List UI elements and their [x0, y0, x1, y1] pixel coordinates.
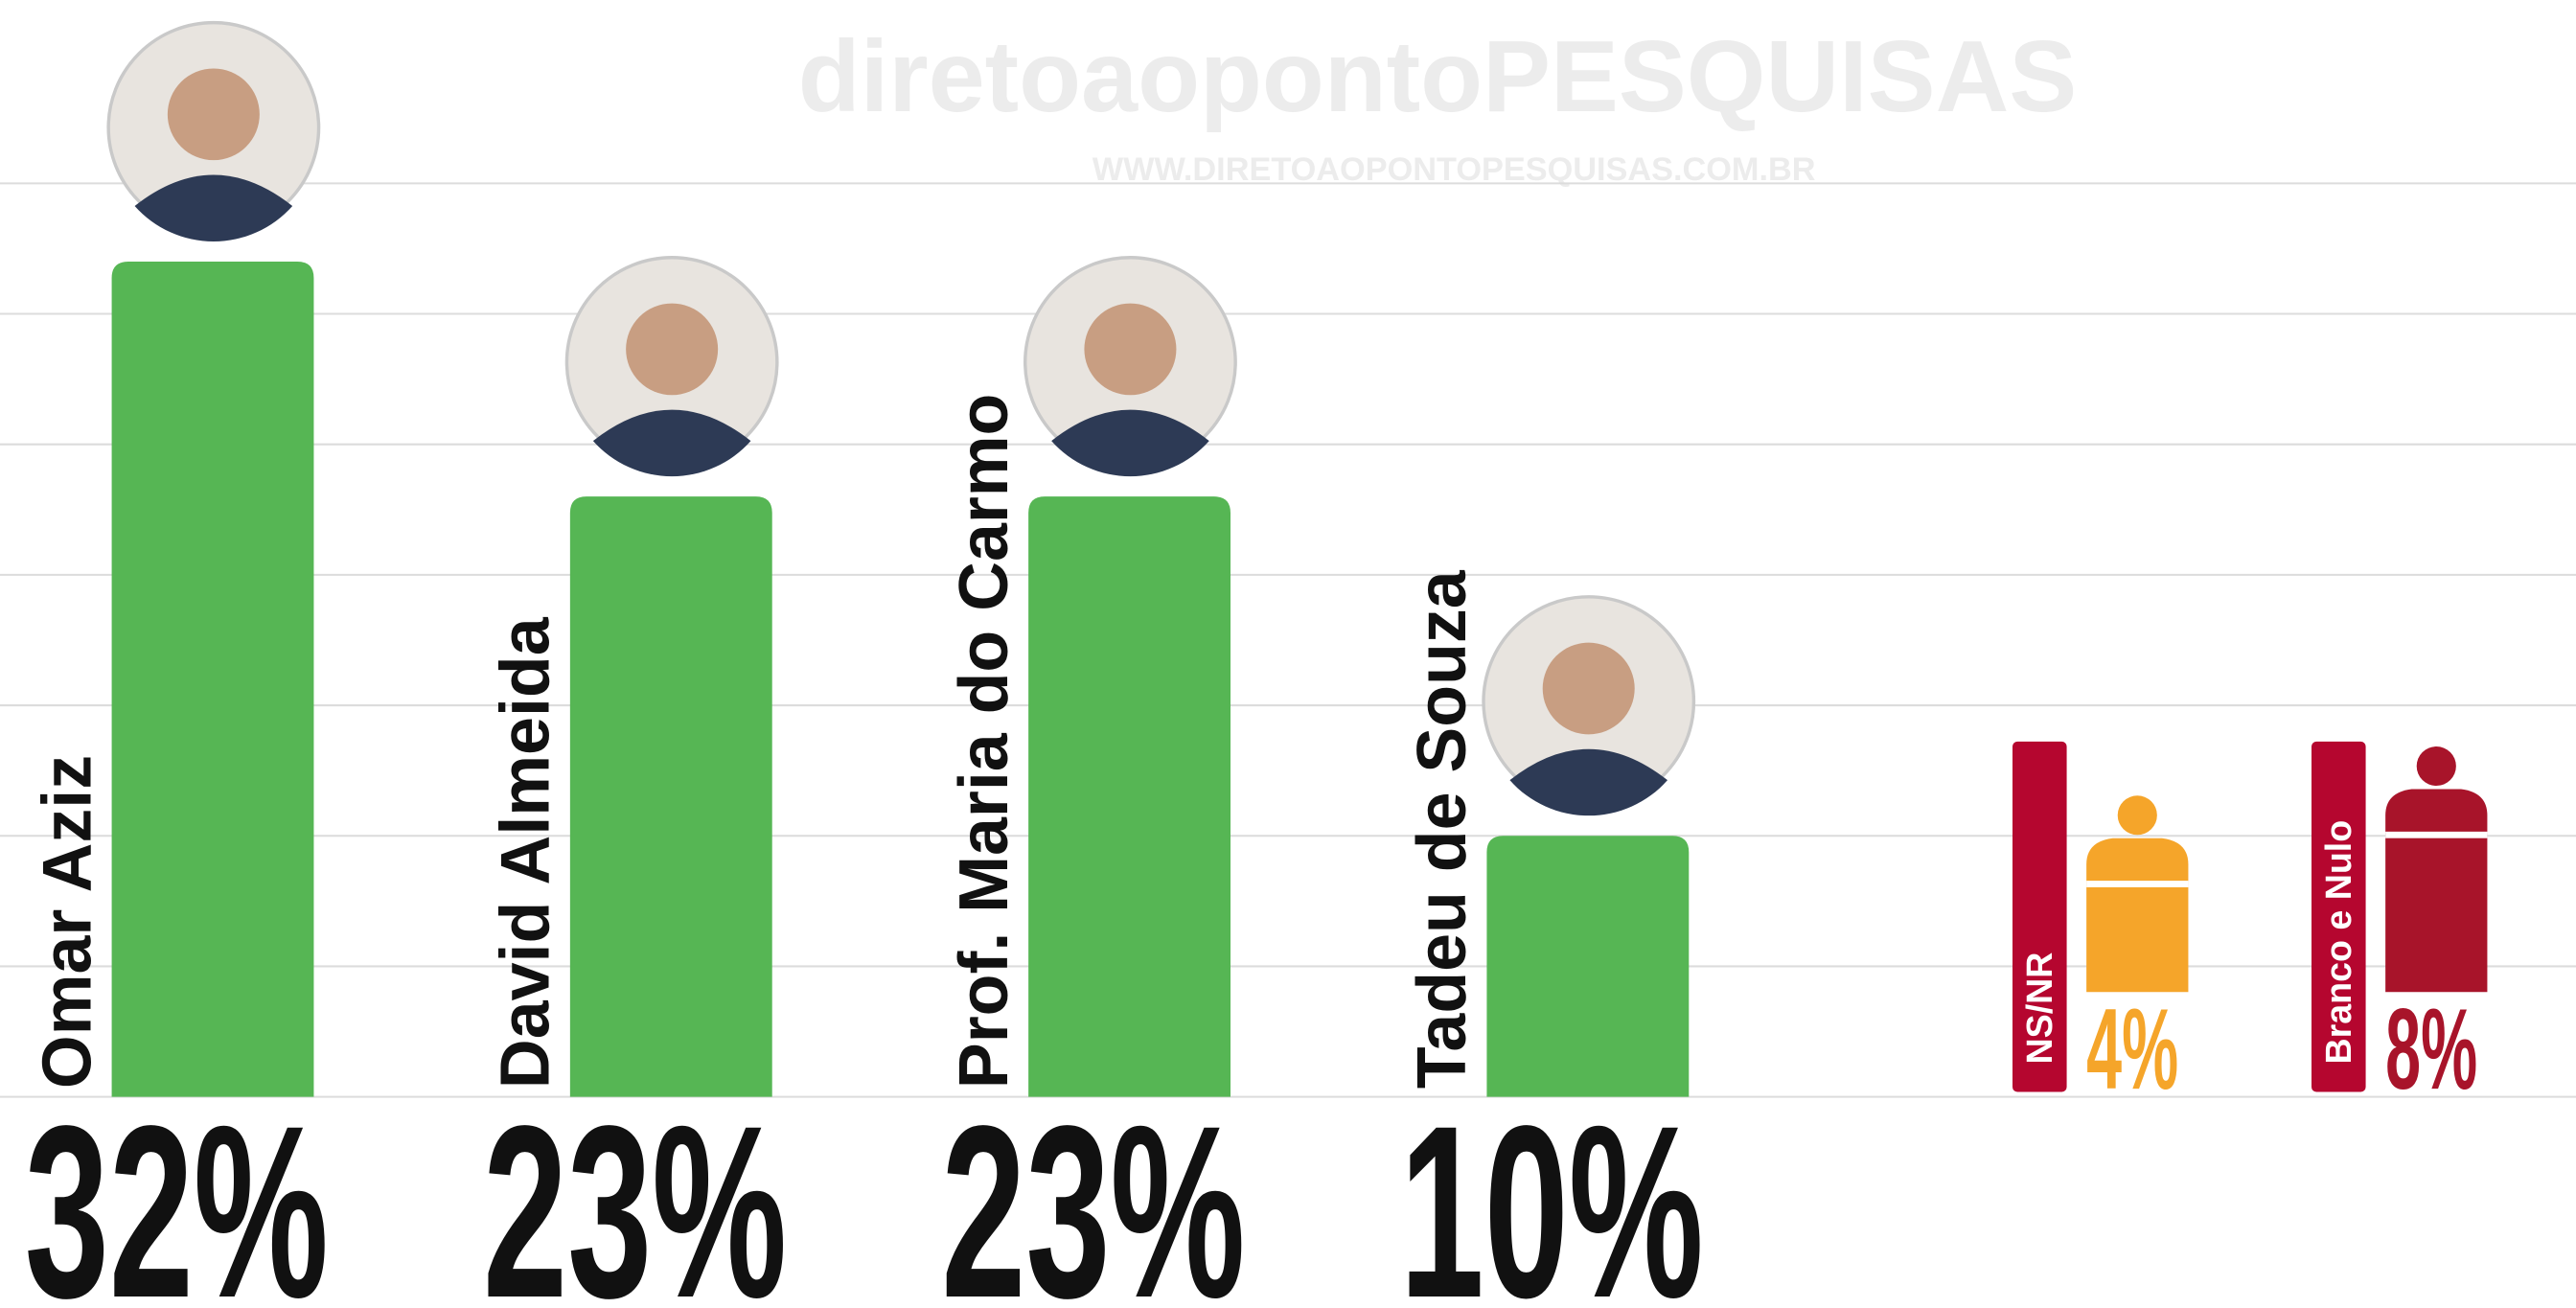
candidate-name: Tadeu de Souza	[1404, 569, 1481, 1089]
icon-body	[2385, 789, 2488, 993]
photo-head	[1542, 642, 1635, 735]
candidate-name: David Almeida	[487, 616, 564, 1089]
bar	[1486, 836, 1690, 1097]
answer-name: Branco e Nulo	[2318, 820, 2358, 1065]
bar	[569, 496, 772, 1097]
icon-stripe	[2086, 881, 2189, 887]
watermark: diretoaopontoPESQUISAS	[798, 20, 2077, 133]
watermark-url: WWW.DIRETOAOPONTOPESQUISAS.COM.BR	[1092, 151, 1816, 188]
answer-value: 4%	[2086, 986, 2178, 1113]
bar	[111, 262, 314, 1097]
answer-name: NS/NR	[2019, 952, 2059, 1065]
icon-head	[2416, 746, 2456, 787]
answer-label-box	[2312, 741, 2366, 1092]
photo-head	[1084, 303, 1177, 396]
person-icon	[2385, 746, 2488, 993]
candidate-name: Prof. Maria do Carmo	[946, 394, 1023, 1089]
value-label: 23%	[483, 1075, 787, 1308]
photo-body	[1051, 409, 1209, 477]
value-label: 32%	[25, 1075, 329, 1308]
photo-body	[592, 409, 751, 477]
photo-body	[134, 174, 293, 241]
candidate-name: Omar Aziz	[29, 755, 105, 1089]
icon-stripe	[2385, 831, 2488, 838]
answer-value: 8%	[2385, 986, 2477, 1113]
photo-body	[1509, 748, 1668, 816]
bar	[1028, 496, 1230, 1097]
photo-head	[626, 303, 719, 396]
value-label: 23%	[941, 1075, 1245, 1308]
person-icon	[2086, 795, 2189, 993]
answer-label-box	[2012, 741, 2067, 1092]
icon-body	[2086, 838, 2189, 993]
icon-head	[2117, 795, 2157, 836]
value-label: 10%	[1400, 1075, 1704, 1308]
photo-head	[167, 68, 260, 161]
